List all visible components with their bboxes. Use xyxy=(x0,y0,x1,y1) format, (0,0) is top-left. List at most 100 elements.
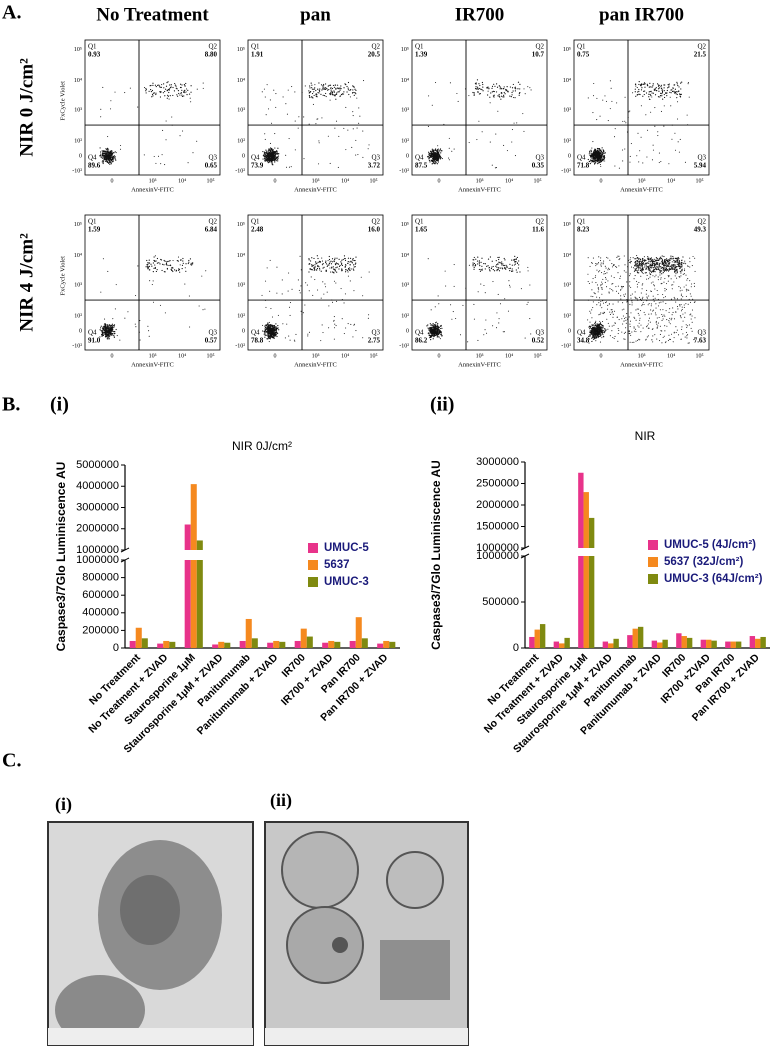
cell-dot xyxy=(430,309,432,311)
cell-dot xyxy=(668,268,670,270)
cell-dot xyxy=(665,310,667,312)
cell-dot xyxy=(172,86,174,89)
cell-dot xyxy=(601,271,603,274)
cell-dot xyxy=(310,269,312,271)
cell-dot xyxy=(481,257,483,259)
cell-dot xyxy=(484,268,486,270)
y-tick-label: -10² xyxy=(72,343,82,349)
cell-dot xyxy=(497,263,499,265)
cell-dot xyxy=(328,84,330,86)
cell-dot xyxy=(677,141,679,143)
cell-dot xyxy=(600,331,602,333)
cell-dot xyxy=(602,329,604,331)
cell-dot xyxy=(670,265,672,267)
cell-dot xyxy=(655,268,657,270)
cell-dot xyxy=(635,319,637,321)
cell-dot xyxy=(639,262,641,265)
cell-dot xyxy=(439,330,442,332)
cell-dot xyxy=(105,334,107,336)
cell-dot xyxy=(432,155,434,157)
cell-dot xyxy=(271,122,273,124)
cell-dot xyxy=(612,282,614,285)
cell-dot xyxy=(159,86,161,88)
cell-dot xyxy=(359,115,361,117)
cell-dot xyxy=(432,153,434,156)
cell-dot xyxy=(673,260,675,262)
cell-dot xyxy=(181,89,183,91)
quadrant-name: Q3 xyxy=(371,329,380,337)
cell-dot xyxy=(155,85,157,88)
flow-plot: Q10.75Q221.5Q35.94Q471.810⁵10⁴10³10²0-10… xyxy=(561,39,710,193)
cell-dot xyxy=(677,84,679,87)
column-header: No Treatment xyxy=(96,4,209,25)
cell-dot xyxy=(654,276,656,278)
cell-dot xyxy=(592,153,595,156)
cell-dot xyxy=(589,334,591,336)
cell-dot xyxy=(111,154,113,156)
cell-dot xyxy=(322,87,324,89)
cell-dot xyxy=(592,277,594,280)
cell-dot xyxy=(317,88,319,90)
cell-dot xyxy=(344,83,346,85)
cell-dot xyxy=(511,270,513,272)
quadrant-name: Q4 xyxy=(577,154,586,162)
cell-dot xyxy=(427,125,429,128)
cell-dot xyxy=(681,259,683,261)
cell-dot xyxy=(102,331,104,333)
cell-dot xyxy=(638,88,640,91)
cell-dot xyxy=(263,153,265,155)
cell-dot xyxy=(629,326,631,328)
cell-dot xyxy=(473,303,475,306)
cell-dot xyxy=(342,258,344,261)
cell-dot xyxy=(114,91,116,93)
cell-dot xyxy=(180,259,182,261)
cell-dot xyxy=(480,283,482,285)
cell-dot xyxy=(353,264,355,266)
quadrant-name: Q1 xyxy=(88,218,97,226)
cell-dot xyxy=(261,324,264,326)
cell-dot xyxy=(663,105,665,107)
cell-dot xyxy=(657,259,659,261)
cell-dot xyxy=(659,325,661,327)
cell-dot xyxy=(617,301,619,303)
cell-dot xyxy=(668,334,670,336)
cell-dot xyxy=(297,127,299,129)
cell-dot xyxy=(614,335,616,338)
cell-dot xyxy=(596,159,598,161)
cell-dot xyxy=(110,334,112,336)
cell-dot xyxy=(439,150,441,152)
cell-dot xyxy=(343,91,345,93)
cell-dot xyxy=(498,258,500,261)
cell-dot xyxy=(612,290,614,292)
cell-dot xyxy=(599,152,601,154)
cell-dot xyxy=(483,334,485,336)
cell-dot xyxy=(512,270,514,272)
cell-dot xyxy=(164,312,166,314)
quadrant-name: Q3 xyxy=(371,154,380,162)
cell-dot xyxy=(340,263,343,265)
cell-dot xyxy=(517,267,520,269)
cell-dot xyxy=(679,270,681,272)
cell-dot xyxy=(440,334,442,336)
cell-dot xyxy=(673,84,675,86)
cell-dot xyxy=(477,256,479,258)
cell-dot xyxy=(652,341,654,343)
cell-dot xyxy=(478,83,480,85)
cell-dot xyxy=(276,156,279,158)
cell-dot xyxy=(354,88,356,90)
cell-dot xyxy=(587,273,589,275)
cell-dot xyxy=(595,328,597,330)
cell-dot xyxy=(655,87,657,89)
cell-dot xyxy=(678,90,680,92)
cell-dot xyxy=(183,90,185,92)
cell-dot xyxy=(638,258,640,260)
cell-dot xyxy=(265,149,267,151)
cell-dot xyxy=(599,155,601,157)
cell-dot xyxy=(147,325,149,327)
cell-dot xyxy=(181,264,184,266)
cell-dot xyxy=(684,268,686,270)
cell-dot xyxy=(353,91,355,94)
cell-dot xyxy=(671,264,673,266)
cell-dot xyxy=(589,327,591,329)
cell-dot xyxy=(510,95,512,98)
